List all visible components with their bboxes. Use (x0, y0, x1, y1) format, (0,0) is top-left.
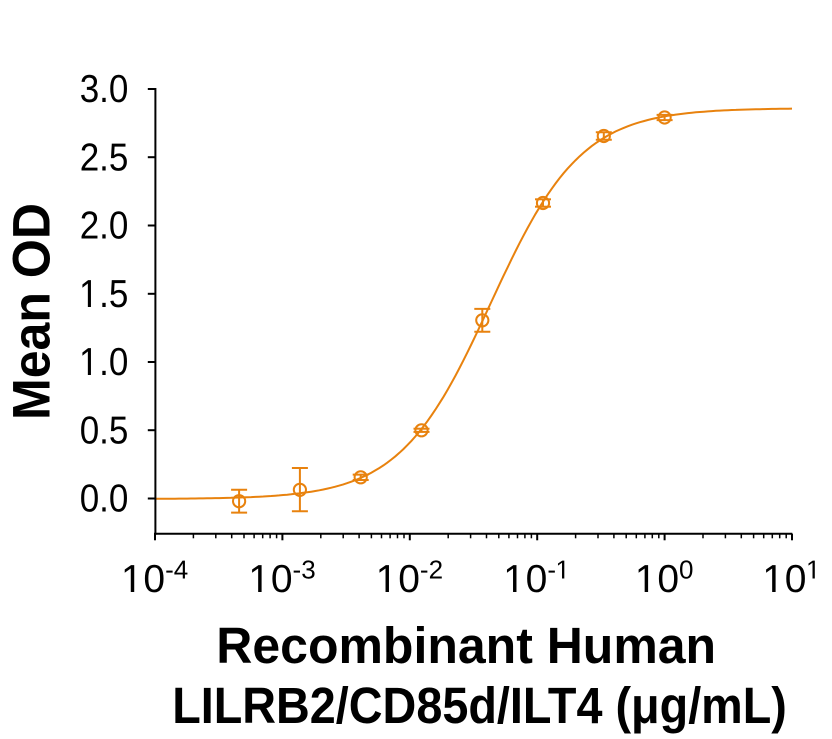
svg-text:1.5: 1.5 (80, 273, 129, 316)
svg-text:0.5: 0.5 (80, 409, 129, 452)
svg-text:10-2: 10-2 (377, 555, 444, 601)
svg-text:0.0: 0.0 (80, 478, 129, 521)
svg-text:3.0: 3.0 (80, 68, 129, 111)
svg-text:100: 100 (636, 555, 694, 601)
svg-text:LILRB2/CD85d/ILT4 (μg/mL): LILRB2/CD85d/ILT4 (μg/mL) (172, 677, 787, 734)
svg-text:1.0: 1.0 (80, 341, 129, 384)
svg-text:2.5: 2.5 (80, 136, 129, 179)
svg-text:2.0: 2.0 (80, 205, 129, 248)
svg-text:Recombinant Human: Recombinant Human (216, 617, 716, 674)
svg-text:Mean OD: Mean OD (3, 203, 62, 420)
